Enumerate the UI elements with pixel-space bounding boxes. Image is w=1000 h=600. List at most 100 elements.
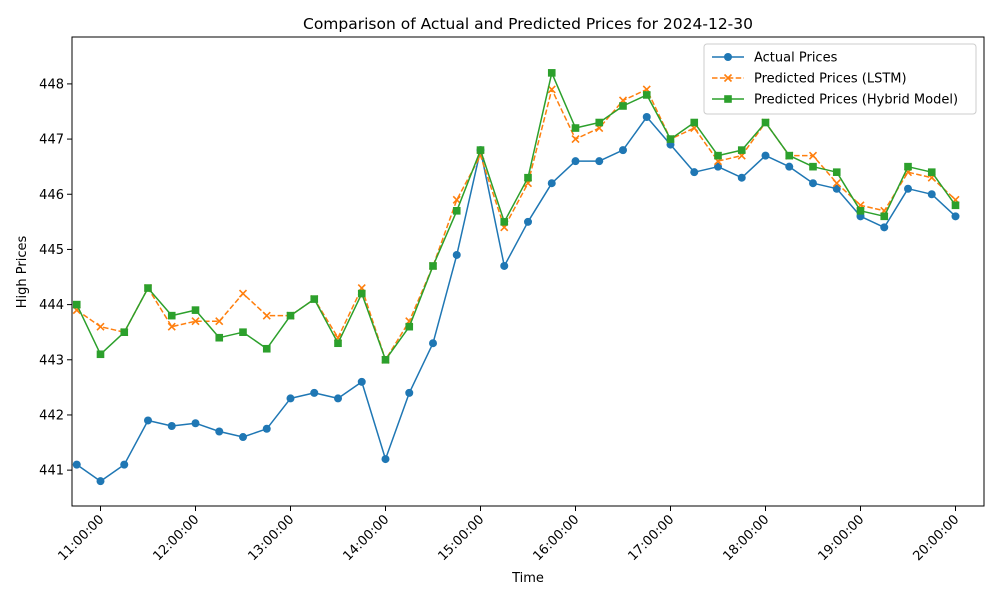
series-2-point (571, 124, 580, 132)
series-0-point (737, 173, 746, 182)
legend-marker-2 (724, 95, 732, 103)
x-tick-label: 11:00:00 (55, 512, 107, 564)
series-2-point (310, 295, 319, 303)
series-0-point (927, 190, 936, 199)
y-axis: 441 442 443 444 445 446 447 448 (39, 77, 72, 479)
series-2-point (72, 300, 81, 309)
y-tick-label: 442 (39, 408, 64, 423)
series-0-point (310, 388, 319, 397)
series-0-point (429, 339, 437, 348)
series-0-point (500, 261, 509, 270)
legend-marker-1 (723, 73, 733, 83)
series-2-point (547, 69, 556, 77)
series-1-point (96, 322, 105, 331)
series-2-point (642, 91, 651, 99)
series-2-point (144, 284, 152, 292)
series-2-point (619, 102, 627, 110)
series-2-point (120, 328, 129, 336)
series-1-point (238, 289, 248, 298)
series-1-point (191, 317, 200, 326)
series-0-point (714, 162, 722, 171)
series-1-point (547, 85, 556, 94)
series-0-point (571, 157, 580, 166)
series-0-point (690, 168, 699, 177)
legend-box (703, 43, 977, 115)
series-0-point (334, 394, 342, 403)
series-1-point (808, 151, 818, 160)
series-0-point (785, 162, 794, 171)
series-0-point (524, 217, 532, 226)
x-tick-label: 17:00:00 (625, 512, 677, 564)
series-2-point (737, 146, 746, 154)
series-0-point (809, 179, 817, 188)
series-2-point (239, 328, 247, 336)
x-axis-label: Time (511, 571, 544, 586)
x-tick-label: 12:00:00 (150, 512, 202, 564)
series-2-point (96, 350, 105, 359)
series-0-point (951, 212, 960, 221)
series-0 (72, 113, 960, 486)
series-2-point (191, 306, 200, 314)
series-line-2 (76, 72, 957, 361)
series-0-point (215, 427, 224, 436)
series-2-point (167, 311, 176, 320)
series-2-point (904, 162, 912, 171)
series-0-point (239, 433, 247, 442)
series-2-point (714, 151, 722, 160)
series-2 (72, 69, 960, 364)
series-1-point (832, 179, 841, 188)
series-0-point (547, 179, 556, 188)
series-2-point (452, 207, 461, 215)
legend-label-0: Actual Prices (754, 51, 838, 66)
x-axis: 11:00:00 12:00:00 13:00:00 14:00:00 15:00:00… (55, 506, 962, 564)
series-0-point (286, 394, 295, 403)
legend-label-1: Predicted Prices (LSTM) (754, 72, 907, 87)
series-2-point (476, 146, 485, 154)
x-tick-label: 20:00:00 (910, 512, 962, 564)
y-tick-label: 441 (39, 464, 64, 479)
series-0-point (761, 151, 770, 160)
series-2-point (951, 201, 960, 210)
series-line-1 (76, 88, 957, 361)
series-0-point (405, 388, 414, 397)
x-tick-label: 14:00:00 (340, 512, 392, 564)
plot-area (72, 69, 960, 486)
series-2-point (690, 118, 699, 127)
x-tick-label: 19:00:00 (815, 512, 867, 564)
series-0-point (595, 157, 604, 166)
series-0-point (96, 477, 105, 486)
series-1-point (571, 135, 580, 144)
legend: Actual Prices Predicted Prices (LSTM) Pred… (703, 43, 977, 115)
series-0-point (381, 455, 390, 464)
x-tick-label: 18:00:00 (720, 512, 772, 564)
legend-label-2: Predicted Prices (Hybrid Model) (754, 93, 958, 108)
y-tick-label: 446 (39, 188, 64, 203)
series-2-point (215, 333, 224, 342)
series-2-point (595, 118, 604, 127)
series-2-point (405, 322, 414, 331)
series-0-point (120, 460, 129, 469)
series-0-point (191, 419, 200, 428)
series-line-0 (76, 116, 957, 482)
series-2-point (286, 311, 295, 320)
series-0-point (144, 416, 152, 425)
series-2-point (524, 173, 532, 182)
series-0-point (452, 250, 461, 259)
series-2-point (429, 262, 437, 270)
series-0-point (357, 377, 366, 386)
series-2-point (357, 289, 366, 298)
series-0-point (262, 424, 271, 433)
y-tick-label: 445 (39, 243, 64, 258)
series-0-point (167, 421, 176, 430)
x-tick-label: 15:00:00 (435, 512, 487, 564)
y-tick-label: 447 (39, 133, 64, 148)
series-2-point (785, 151, 794, 160)
series-2-point (262, 344, 271, 353)
y-tick-label: 444 (39, 298, 64, 313)
x-tick-label: 16:00:00 (530, 512, 582, 564)
x-tick-label: 13:00:00 (245, 512, 297, 564)
series-0-point (904, 184, 912, 193)
series-2-point (809, 162, 817, 171)
